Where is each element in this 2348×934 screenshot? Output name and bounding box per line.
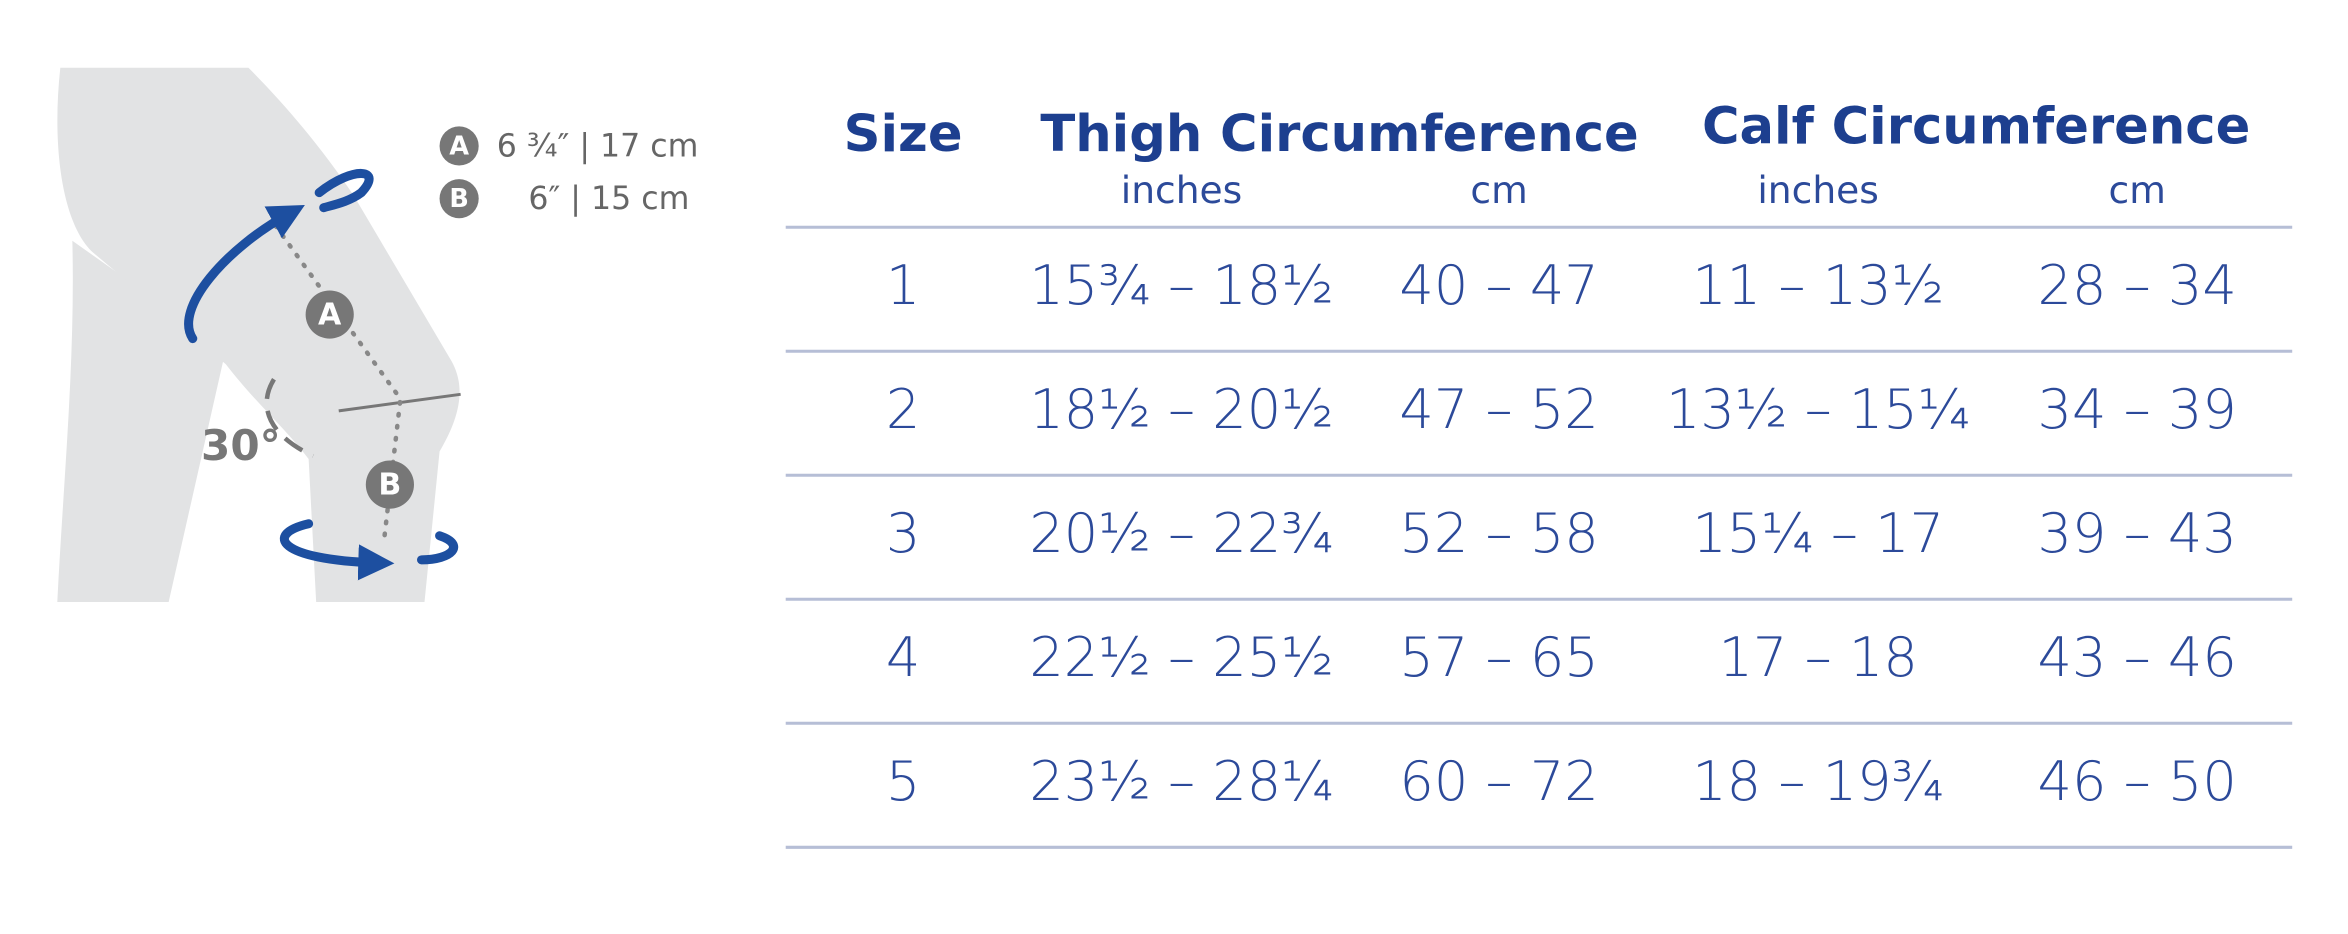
table-cell: 1	[886, 254, 920, 317]
angle-label: 30°	[201, 421, 281, 470]
measure-path	[273, 223, 403, 545]
table-cell: 60 – 72	[1399, 750, 1598, 813]
column-header: Calf Circumference	[1702, 97, 2250, 156]
angle-arc	[264, 378, 315, 459]
unit-header: inches	[1757, 168, 1879, 212]
table-cell: 2	[886, 378, 920, 441]
table-cell: 40 – 47	[1399, 254, 1598, 317]
table-cell: 15¼ – 17	[1692, 502, 1944, 565]
unit-header: cm	[1470, 168, 1527, 212]
column-header: Size	[844, 105, 963, 164]
table-cell: 22½ – 25½	[1029, 626, 1333, 689]
table-cell: 4	[886, 626, 920, 689]
badge-label: B	[449, 184, 469, 214]
table-cell: 52 – 58	[1399, 502, 1598, 565]
table-cell: 47 – 52	[1399, 378, 1598, 441]
calf-arrow	[279, 519, 395, 581]
calf-arrow-tail	[416, 531, 459, 565]
badge	[439, 179, 479, 219]
table-cell: 18 – 19¾	[1692, 750, 1944, 813]
table-cell: 3	[886, 502, 920, 565]
badge-label: B	[378, 468, 401, 503]
table-cell: 17 – 18	[1718, 626, 1917, 689]
leg	[57, 67, 460, 602]
thigh-arrow-tail	[314, 168, 374, 213]
badge-label: A	[449, 131, 469, 161]
leg-diagram: 30° A B A 6 ¾″ | 17 cm B 6″ | 15 cm	[57, 67, 699, 602]
table-cell: 18½ – 20½	[1029, 378, 1333, 441]
table-cell: 13½ – 15¼	[1666, 378, 1970, 441]
table-cell: 28 – 34	[2038, 254, 2237, 317]
table-cell: 11 – 13½	[1692, 254, 1944, 317]
table-cell: 23½ – 28¼	[1029, 750, 1333, 813]
unit-header: inches	[1121, 168, 1243, 212]
table-cell: 34 – 39	[2038, 378, 2237, 441]
table-cell: 39 – 43	[2038, 502, 2237, 565]
badge	[305, 290, 354, 339]
table-cell: 57 – 65	[1399, 626, 1598, 689]
measure-label: 6″ | 15 cm	[528, 181, 689, 217]
table-cell: 43 – 46	[2038, 626, 2237, 689]
table-cell: 20½ – 22¾	[1029, 502, 1333, 565]
measure-label: 6 ¾″ | 17 cm	[497, 128, 699, 164]
column-header: Thigh Circumference	[1040, 105, 1638, 164]
other-leg	[57, 240, 226, 602]
badge	[439, 126, 479, 166]
size-table: Size Thigh Circumference Calf Circumferenc…	[785, 97, 2293, 849]
table-cell: 46 – 50	[2038, 750, 2237, 813]
thigh-arrow	[184, 205, 305, 344]
table-cell: 15¾ – 18½	[1029, 254, 1333, 317]
unit-header: cm	[2109, 168, 2166, 212]
table-cell: 5	[886, 750, 920, 813]
badge	[365, 460, 414, 509]
badge-label: A	[318, 298, 342, 333]
